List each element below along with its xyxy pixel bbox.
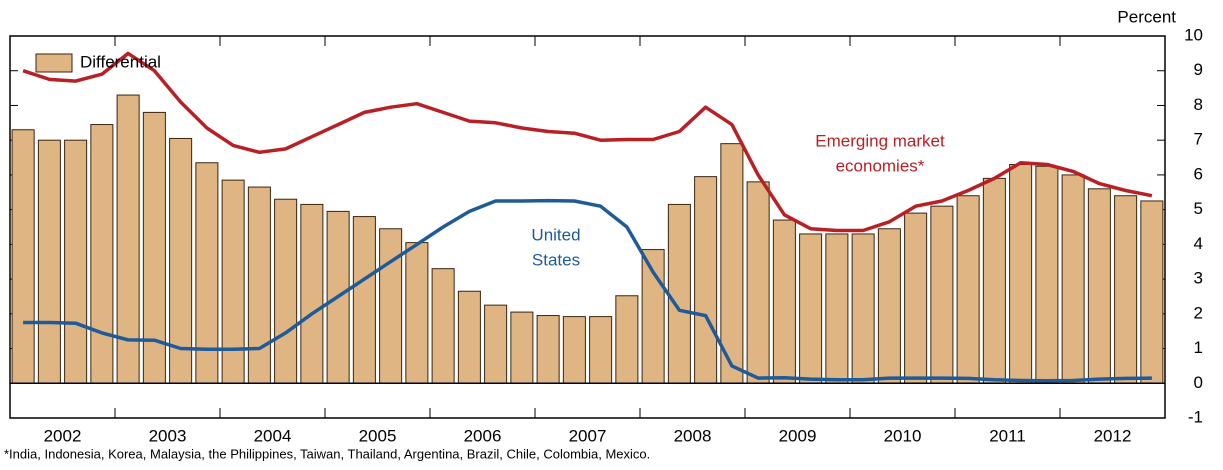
bar [877,228,901,384]
y-tick-label: 6 [1194,164,1203,183]
y-tick-label: 8 [1194,95,1203,114]
bar [431,268,455,384]
bar [799,233,823,384]
x-tick-label: 2004 [254,426,292,445]
x-tick-label: 2002 [44,426,82,445]
bar [956,195,980,384]
x-tick-label: 2005 [359,426,397,445]
y-tick-label: 9 [1194,60,1203,79]
line [23,198,1152,383]
bar [352,216,376,384]
bar [379,228,403,384]
bar [825,233,849,384]
y-tick-label: 0 [1194,373,1203,392]
legend-swatch [35,53,73,73]
bar [1009,163,1033,384]
bar [694,176,718,384]
x-tick-label: 2006 [464,426,502,445]
bar [667,203,691,384]
bar [982,177,1006,384]
x-tick-label: 2011 [989,426,1026,445]
bar [90,124,114,384]
y-tick-label: -1 [1188,407,1203,426]
bar [11,129,35,384]
bar [615,295,639,384]
bar [405,242,429,384]
legend-label: Differential [80,52,161,71]
series-annotation: economies* [836,156,925,175]
bar [1035,165,1059,384]
y-tick-label: 1 [1194,338,1203,357]
x-tick-label: 2012 [1094,426,1132,445]
y-tick-label: 5 [1194,199,1203,218]
bar [274,198,298,384]
y-tick-label: 3 [1194,269,1203,288]
series-annotation: States [532,250,580,269]
y-tick-label: 2 [1194,303,1203,322]
bar [930,205,954,384]
bar [536,315,560,384]
x-tick-label: 2008 [674,426,712,445]
x-tick-label: 2010 [884,426,922,445]
bar [484,304,508,384]
y-tick-label: 4 [1194,234,1203,253]
x-tick-label: 2007 [569,426,607,445]
bar [37,139,61,384]
bar [904,212,928,384]
bar [300,203,324,384]
footnote: *India, Indonesia, Korea, Malaysia, the … [4,446,650,461]
y-tick-label: 7 [1194,130,1203,149]
x-tick-label: 2009 [779,426,817,445]
bar [457,290,481,384]
bar [1061,174,1085,384]
bar [510,311,534,384]
bar [772,219,796,384]
bar [247,186,271,384]
unit-label: Percent [1117,7,1176,26]
bar [64,139,88,384]
bar [1114,195,1138,384]
series-annotation: United [531,225,580,244]
line [22,51,1153,233]
bar [221,179,245,384]
x-tick-label: 2003 [149,426,187,445]
bar [746,181,770,384]
bar [1087,188,1111,384]
bar [851,233,875,384]
y-tick-label: 10 [1184,25,1203,44]
bar [1140,200,1164,384]
series-annotation: Emerging market [815,131,945,150]
plot-frame [9,35,1166,419]
bar [562,316,586,384]
bar [589,316,613,384]
